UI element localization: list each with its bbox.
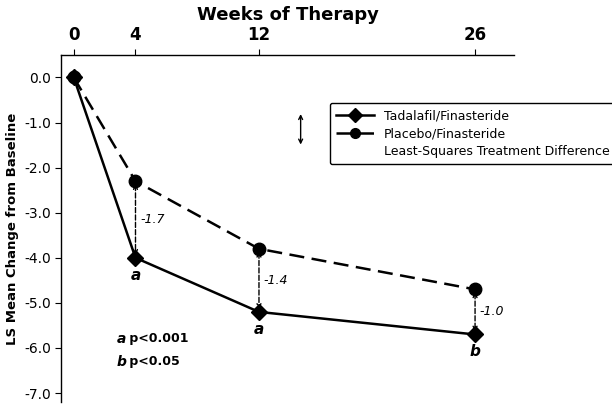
Text: -1.0: -1.0 <box>480 306 504 318</box>
Legend: Tadalafil/Finasteride, Placebo/Finasteride, Least-Squares Treatment Difference: Tadalafil/Finasteride, Placebo/Finasteri… <box>330 103 612 164</box>
X-axis label: Weeks of Therapy: Weeks of Therapy <box>196 6 378 24</box>
Y-axis label: LS Mean Change from Baseline: LS Mean Change from Baseline <box>6 112 18 345</box>
Text: -1.4: -1.4 <box>264 274 288 287</box>
Text: b: b <box>117 355 127 368</box>
Text: p<0.05: p<0.05 <box>125 355 180 368</box>
Text: -1.7: -1.7 <box>140 213 165 226</box>
Text: p<0.001: p<0.001 <box>125 333 189 346</box>
Text: a: a <box>130 268 141 283</box>
Text: b: b <box>469 344 480 359</box>
Text: a: a <box>117 332 126 346</box>
Text: a: a <box>254 322 264 337</box>
